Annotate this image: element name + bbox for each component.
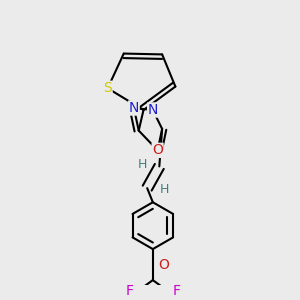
Text: O: O <box>152 143 163 157</box>
Text: F: F <box>172 284 180 298</box>
Text: N: N <box>129 101 139 115</box>
Text: H: H <box>159 183 169 196</box>
Text: S: S <box>103 81 112 95</box>
Text: N: N <box>148 103 158 117</box>
Text: H: H <box>138 158 147 171</box>
Text: F: F <box>125 284 134 298</box>
Text: O: O <box>158 258 169 272</box>
